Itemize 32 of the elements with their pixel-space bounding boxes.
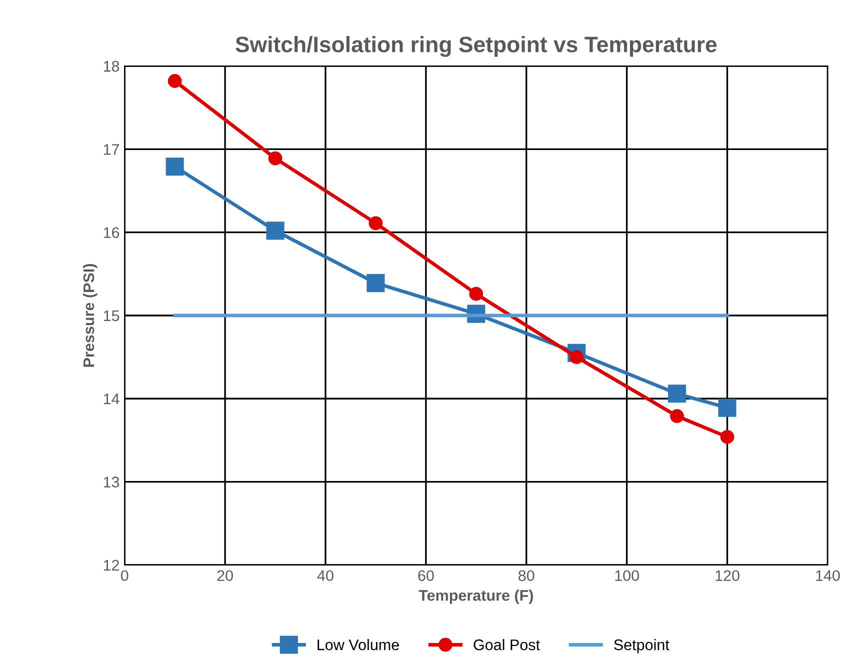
x-tick-label: 80 — [518, 570, 534, 582]
x-tick-label: 20 — [217, 570, 233, 582]
y-tick-label: 15 — [104, 310, 120, 322]
x-tick-label: 100 — [615, 570, 639, 582]
y-axis-title: Pressure (PSI) — [82, 264, 98, 367]
x-tick-label: 60 — [418, 570, 434, 582]
point — [469, 286, 484, 301]
y-tick-label: 18 — [104, 60, 120, 72]
point — [168, 74, 182, 88]
x-tick-label: 120 — [716, 570, 740, 582]
x-tick-label: 0 — [120, 570, 128, 582]
x-tick-label: 140 — [816, 570, 840, 582]
legend-label: Low Volume — [318, 639, 399, 650]
point — [166, 158, 184, 176]
point — [366, 274, 385, 292]
y-tick-label: 12 — [104, 560, 119, 570]
point — [368, 216, 383, 230]
y-tick-label: 16 — [104, 227, 120, 238]
point — [720, 430, 734, 444]
x-axis-title: Temperature (F) — [418, 590, 533, 604]
y-tick-label: 17 — [104, 144, 119, 155]
chart-title: Switch/Isolation ring Setpoint vs Temperature — [236, 36, 717, 57]
point — [670, 409, 684, 424]
y-tick-label: 14 — [104, 394, 120, 404]
x-tick-label: 40 — [317, 570, 334, 582]
y-tick-label: 13 — [104, 476, 120, 488]
point — [718, 398, 736, 417]
point — [266, 222, 284, 240]
point — [668, 384, 686, 403]
legend-label: Goal Post — [474, 639, 540, 650]
point — [268, 151, 282, 166]
legend-label: Setpoint — [614, 639, 670, 654]
